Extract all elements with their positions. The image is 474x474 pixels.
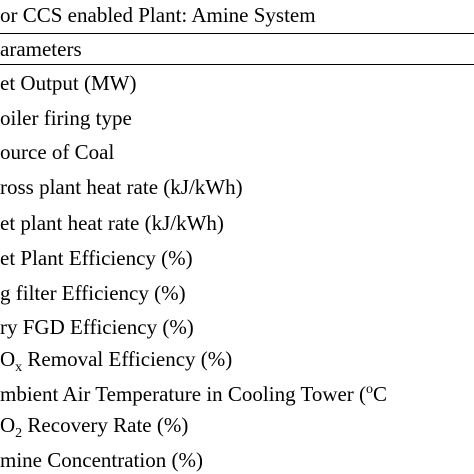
table-row: ry FGD Efficiency (%) [0, 315, 194, 339]
table-row: ource of Coal [0, 140, 114, 164]
table-row: ross plant heat rate (kJ/kWh) [0, 175, 243, 199]
row-label-rest: Removal Efficiency (%) [22, 347, 233, 371]
table-row: oiler firing type [0, 106, 132, 130]
table-row: et plant heat rate (kJ/kWh) [0, 211, 224, 235]
table-row: et Output (MW) [0, 71, 136, 95]
row-label-subscript: x [15, 360, 23, 376]
row-label-subscript: 2 [15, 426, 23, 442]
table-top-rule [0, 33, 474, 34]
table-row: mbient Air Temperature in Cooling Tower … [0, 382, 387, 406]
row-label: mine Concentration (%) [0, 448, 203, 472]
table-row: O2 Recovery Rate (%) [0, 413, 189, 441]
row-label-superscript: o [366, 382, 374, 397]
row-label: ource of Coal [0, 140, 115, 164]
table-row: et Plant Efficiency (%) [0, 246, 193, 270]
table-row: mine Concentration (%) [0, 448, 203, 472]
row-label: oiler firing type [0, 106, 132, 130]
row-label-main: mbient Air Temperature in Cooling Tower … [0, 382, 367, 406]
row-label: et Plant Efficiency (%) [0, 246, 193, 270]
table-row: g filter Efficiency (%) [0, 281, 186, 305]
row-label-rest: C [373, 382, 388, 406]
column-header-parameters: arameters [0, 37, 82, 61]
row-label-main: O [0, 347, 16, 371]
row-label-rest: Recovery Rate (%) [22, 413, 189, 437]
table-title: or CCS enabled Plant: Amine System [0, 3, 316, 27]
row-label: et Output (MW) [0, 71, 137, 95]
row-label: ross plant heat rate (kJ/kWh) [0, 175, 243, 199]
header-rule [0, 64, 474, 65]
row-label: g filter Efficiency (%) [0, 281, 186, 305]
row-label: et plant heat rate (kJ/kWh) [0, 211, 224, 235]
table-row: Ox Removal Efficiency (%) [0, 347, 233, 375]
row-label-main: O [0, 413, 16, 437]
row-label: ry FGD Efficiency (%) [0, 315, 194, 339]
